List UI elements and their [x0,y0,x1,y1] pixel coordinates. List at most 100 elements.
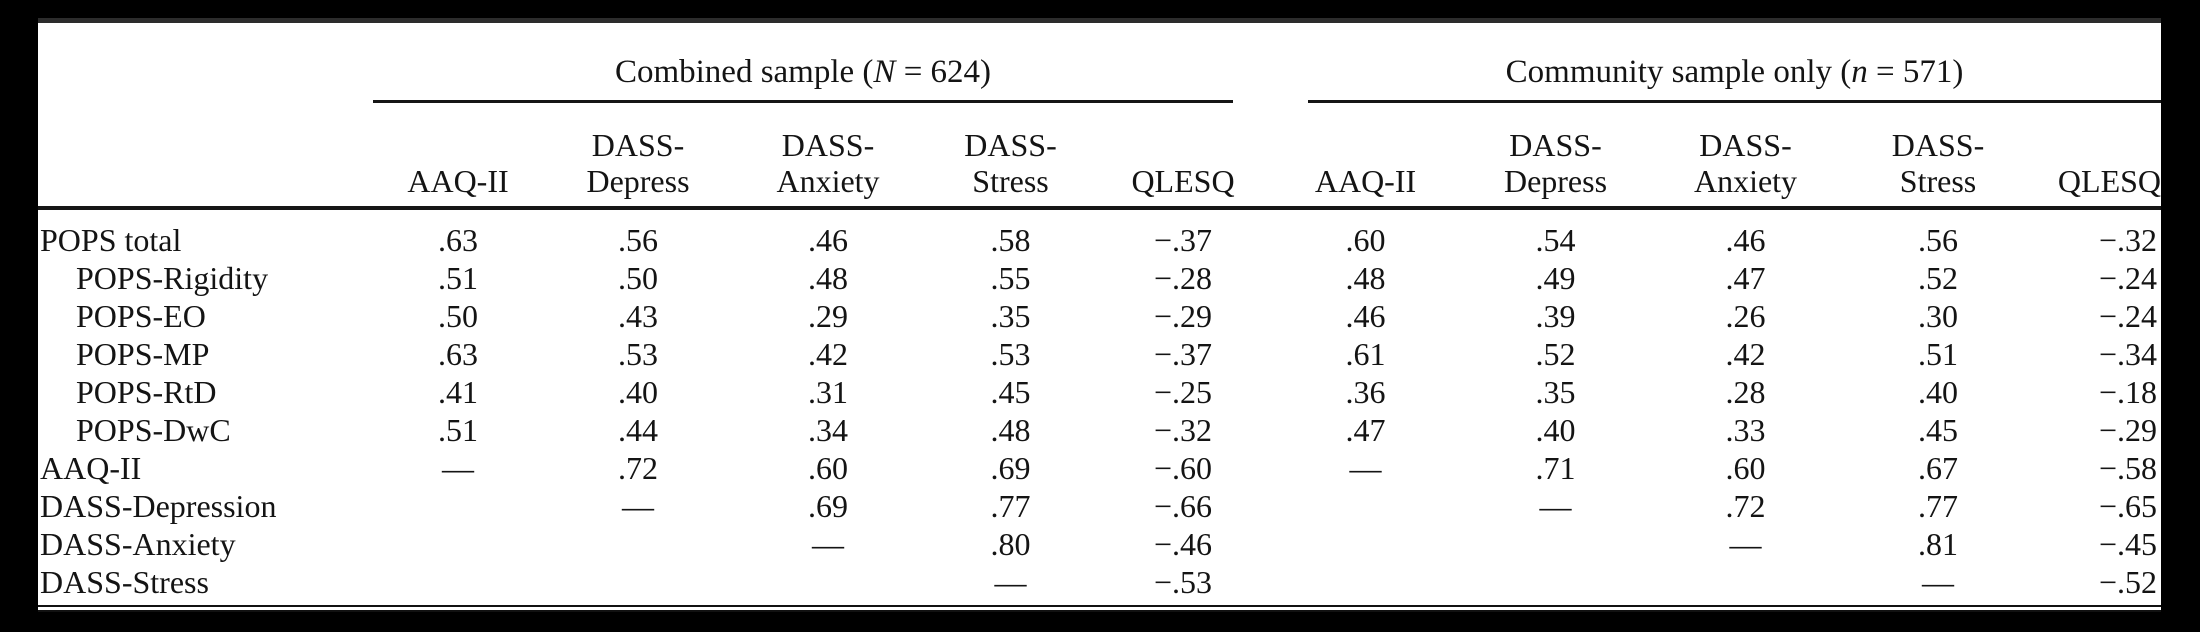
value-cell: .80 [990,525,1031,562]
value-cell [1648,563,1843,601]
value-cell: .52 [1535,335,1576,372]
table-row: DASS-Stress — −.53 — −.52 [38,563,2161,601]
value-cell: .61 [1345,335,1386,372]
value-cell: — [1729,525,1762,562]
value-cell: .55 [990,259,1031,296]
value-cell: −.32 [1153,411,1213,448]
value-cell: .35 [1535,373,1576,410]
group-header-row: Combined sample (N = 624) Community samp… [38,23,2161,103]
table-row: DASS-Depression — .69 .77 −.66 — .72 .77… [38,487,2161,525]
group-header-combined: Combined sample (N = 624) [373,54,1233,103]
group-label-count: = 571) [1867,54,1964,90]
value-cell: .60 [808,449,848,486]
value-cell: −.18 [2098,373,2158,410]
value-cell: −.32 [2098,222,2158,258]
column-header-row: AAQ-II DASS- Depress DASS- Anxiety DASS- St… [38,103,2161,210]
column-header-aaq2-community: AAQ-II [1268,103,1463,210]
value-cell: — [442,449,474,486]
row-label: DASS-Stress [40,563,209,600]
value-cell: −.24 [2098,297,2158,334]
value-cell: .48 [808,259,848,296]
group-header-cell-combined: Combined sample (N = 624) [373,23,1268,103]
table-row: POPS total .63 .56 .46 .58 −.37 .60 .54 … [38,208,2161,259]
value-cell: .69 [808,487,848,524]
value-cell: .34 [808,411,848,448]
value-cell [1463,525,1648,563]
column-header-dass-stress-community: DASS- Stress [1843,103,2033,210]
value-cell: — [1922,563,1954,600]
group-label-n-symbol: n [1851,54,1868,90]
value-cell: .52 [1918,259,1958,296]
value-cell: — [994,563,1027,600]
value-cell: .63 [438,222,478,258]
value-cell: .53 [990,335,1031,372]
value-cell: −.53 [1153,563,1213,600]
value-cell: .56 [1918,222,1958,258]
value-cell: .47 [1725,259,1766,296]
value-cell: .48 [1345,259,1386,296]
value-cell: .26 [1725,297,1766,334]
column-header-qlesq-combined: QLESQ [1098,103,1268,210]
value-cell: .48 [990,411,1031,448]
value-cell: .43 [618,297,658,334]
value-cell: .77 [1918,487,1958,524]
group-header-cell-community: Community sample only (n = 571) [1268,23,2161,103]
value-cell [1268,525,1463,563]
value-cell [543,563,733,601]
value-cell: — [622,487,654,524]
column-header-aaq2-combined: AAQ-II [373,103,543,210]
column-header-dass-anxiety-combined: DASS- Anxiety [733,103,923,210]
row-label: POPS-Rigidity [76,259,269,296]
row-label: AAQ-II [40,449,142,486]
value-cell: .81 [1918,525,1958,562]
value-cell: .42 [1725,335,1766,372]
value-cell: .31 [808,373,848,410]
value-cell: −.37 [1153,222,1213,258]
value-cell: .51 [438,259,478,296]
stub-header [38,103,373,210]
value-cell: .42 [808,335,848,372]
value-cell: −.66 [1153,487,1213,524]
row-label: DASS-Depression [40,487,277,524]
value-cell: .72 [1725,487,1766,524]
value-cell: .53 [618,335,658,372]
table-row: POPS-EO .50 .43 .29 .35 −.29 .46 .39 .26… [38,297,2161,335]
value-cell: .47 [1345,411,1386,448]
value-cell: −.28 [1153,259,1213,296]
correlation-table: Combined sample (N = 624) Community samp… [38,23,2161,601]
value-cell: .44 [618,411,658,448]
group-label-text: Combined sample ( [614,54,874,90]
value-cell: −.58 [2098,449,2158,486]
value-cell: .71 [1535,449,1576,486]
value-cell: .56 [618,222,658,258]
value-cell: −.45 [2098,525,2158,562]
group-label-count: = 624) [895,54,992,90]
value-cell [373,487,543,525]
row-label: DASS-Anxiety [40,525,236,562]
value-cell [373,563,543,601]
value-cell: .40 [1535,411,1576,448]
value-cell: .60 [1345,222,1386,258]
value-cell: −.25 [1153,373,1213,410]
value-cell: .60 [1725,449,1766,486]
value-cell: .28 [1725,373,1766,410]
value-cell: .67 [1918,449,1958,486]
value-cell: — [812,525,844,562]
value-cell: .46 [1725,222,1766,258]
value-cell: .54 [1535,222,1576,258]
value-cell: .46 [1345,297,1386,334]
value-cell: .69 [990,449,1031,486]
value-cell: .77 [990,487,1031,524]
value-cell: −.29 [2098,411,2158,448]
value-cell: — [1539,487,1572,524]
value-cell: — [1349,449,1382,486]
column-header-dass-depress-combined: DASS- Depress [543,103,733,210]
column-header-dass-depress-community: DASS- Depress [1463,103,1648,210]
value-cell [373,525,543,563]
table-row: AAQ-II — .72 .60 .69 −.60 — .71 .60 .67 … [38,449,2161,487]
value-cell: .50 [438,297,478,334]
value-cell: .40 [618,373,658,410]
value-cell [1268,563,1463,601]
value-cell: .41 [438,373,478,410]
